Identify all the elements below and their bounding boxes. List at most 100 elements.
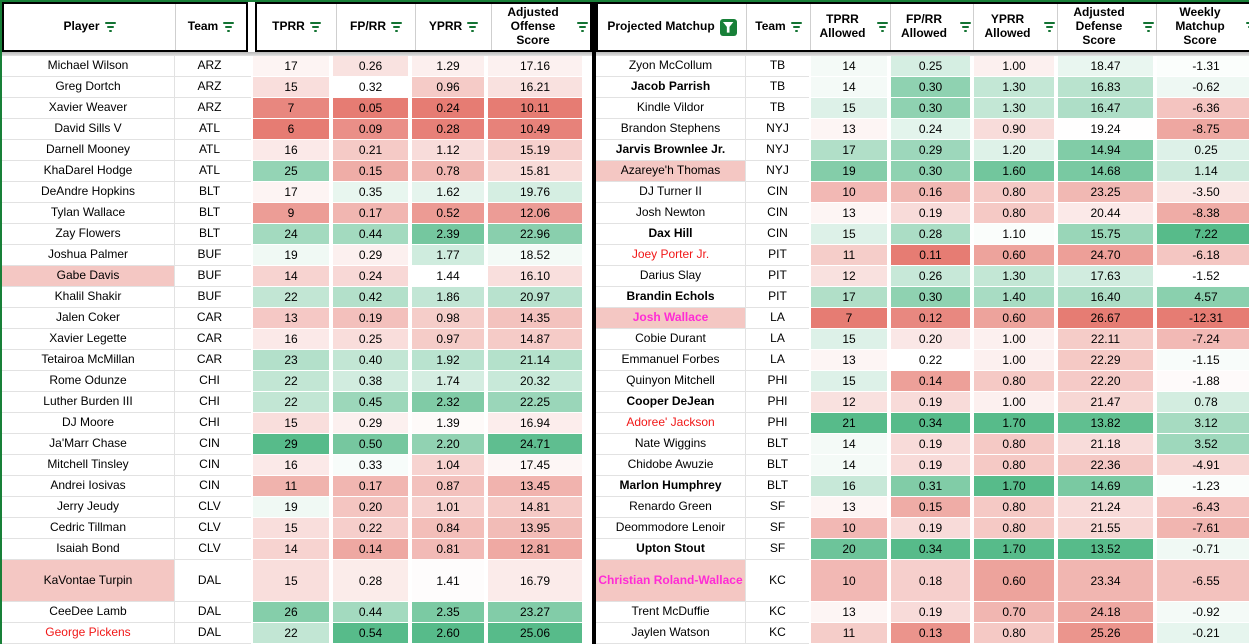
cell-tprr[interactable]: 19 <box>251 245 331 266</box>
cell-fprr[interactable]: 0.19 <box>331 308 410 329</box>
cell-tprr[interactable]: 29 <box>251 434 331 455</box>
cell-def[interactable]: 18.47 <box>1056 56 1155 77</box>
team-cell[interactable]: TB <box>745 98 809 119</box>
cell-yprr[interactable]: 1.04 <box>410 455 486 476</box>
cell-tprr[interactable]: 23 <box>251 350 331 371</box>
cell-tprrA[interactable]: 17 <box>809 287 889 308</box>
cell-off[interactable]: 15.19 <box>486 140 584 161</box>
cell-tprr[interactable]: 14 <box>251 539 331 560</box>
team-cell[interactable]: SF <box>745 497 809 518</box>
team-cell[interactable]: CAR <box>174 308 244 329</box>
player-name-cell[interactable]: Cooper DeJean <box>596 392 745 413</box>
cell-def[interactable]: 22.20 <box>1056 371 1155 392</box>
cell-off[interactable]: 16.10 <box>486 266 584 287</box>
cell-tprrA[interactable]: 21 <box>809 413 889 434</box>
cell-fprr[interactable]: 0.29 <box>331 245 410 266</box>
cell-tprrA[interactable]: 13 <box>809 602 889 623</box>
team-cell[interactable]: ATL <box>174 119 244 140</box>
player-name-cell[interactable]: Joey Porter Jr. <box>596 245 745 266</box>
cell-def[interactable]: 16.83 <box>1056 77 1155 98</box>
header-fprr[interactable]: FP/RR <box>337 4 416 51</box>
player-name-cell[interactable]: Jerry Jeudy <box>2 497 174 518</box>
cell-fprrA[interactable]: 0.12 <box>889 308 972 329</box>
player-name-cell[interactable]: Jarvis Brownlee Jr. <box>596 140 745 161</box>
cell-fprr[interactable]: 0.22 <box>331 518 410 539</box>
cell-def[interactable]: 22.11 <box>1056 329 1155 350</box>
cell-fprr[interactable]: 0.17 <box>331 203 410 224</box>
team-cell[interactable]: LA <box>745 329 809 350</box>
cell-wk[interactable]: 1.14 <box>1155 161 1249 182</box>
cell-wk[interactable]: -0.71 <box>1155 539 1249 560</box>
cell-yprrA[interactable]: 1.20 <box>972 140 1056 161</box>
cell-tprrA[interactable]: 11 <box>809 623 889 644</box>
player-name-cell[interactable]: Azareye'h Thomas <box>596 161 745 182</box>
cell-wk[interactable]: -7.61 <box>1155 518 1249 539</box>
player-name-cell[interactable]: Trent McDuffie <box>596 602 745 623</box>
header-fprrA[interactable]: FP/RR Allowed <box>891 4 974 51</box>
cell-tprr[interactable]: 16 <box>251 329 331 350</box>
player-name-cell[interactable]: David Sills V <box>2 119 174 140</box>
cell-yprr[interactable]: 1.39 <box>410 413 486 434</box>
cell-tprrA[interactable]: 20 <box>809 539 889 560</box>
cell-wk[interactable]: -6.55 <box>1155 560 1249 602</box>
cell-fprr[interactable]: 0.05 <box>331 98 410 119</box>
cell-wk[interactable]: -1.52 <box>1155 266 1249 287</box>
team-cell[interactable]: BLT <box>745 476 809 497</box>
team-cell[interactable]: CAR <box>174 350 244 371</box>
cell-def[interactable]: 14.94 <box>1056 140 1155 161</box>
player-name-cell[interactable]: Brandon Stephens <box>596 119 745 140</box>
player-name-cell[interactable]: Joshua Palmer <box>2 245 174 266</box>
cell-off[interactable]: 16.79 <box>486 560 584 602</box>
team-cell[interactable]: KC <box>745 560 809 602</box>
player-name-cell[interactable]: Greg Dortch <box>2 77 174 98</box>
header-yprrA[interactable]: YPRR Allowed <box>974 4 1058 51</box>
team-cell[interactable]: LA <box>745 350 809 371</box>
filter-active-funnel-icon[interactable] <box>719 18 737 36</box>
cell-wk[interactable]: -8.75 <box>1155 119 1249 140</box>
cell-wk[interactable]: 7.22 <box>1155 224 1249 245</box>
player-name-cell[interactable]: Upton Stout <box>596 539 745 560</box>
cell-off[interactable]: 14.81 <box>486 497 584 518</box>
player-name-cell[interactable]: George Pickens <box>2 623 174 644</box>
cell-yprr[interactable]: 1.77 <box>410 245 486 266</box>
player-name-cell[interactable]: Xavier Legette <box>2 329 174 350</box>
cell-fprrA[interactable]: 0.18 <box>889 560 972 602</box>
cell-tprrA[interactable]: 14 <box>809 434 889 455</box>
cell-yprrA[interactable]: 1.70 <box>972 413 1056 434</box>
cell-off[interactable]: 25.06 <box>486 623 584 644</box>
filter-icon[interactable] <box>309 22 321 33</box>
cell-wk[interactable]: -4.91 <box>1155 455 1249 476</box>
cell-off[interactable]: 22.96 <box>486 224 584 245</box>
cell-tprrA[interactable]: 15 <box>809 371 889 392</box>
player-name-cell[interactable]: DJ Moore <box>2 413 174 434</box>
cell-yprrA[interactable]: 0.80 <box>972 455 1056 476</box>
cell-yprr[interactable]: 1.86 <box>410 287 486 308</box>
cell-def[interactable]: 26.67 <box>1056 308 1155 329</box>
cell-yprr[interactable]: 1.41 <box>410 560 486 602</box>
cell-fprrA[interactable]: 0.25 <box>889 56 972 77</box>
cell-yprrA[interactable]: 1.00 <box>972 329 1056 350</box>
cell-fprr[interactable]: 0.33 <box>331 455 410 476</box>
cell-fprrA[interactable]: 0.19 <box>889 434 972 455</box>
player-name-cell[interactable]: Cedric Tillman <box>2 518 174 539</box>
cell-fprr[interactable]: 0.44 <box>331 224 410 245</box>
cell-def[interactable]: 14.69 <box>1056 476 1155 497</box>
player-name-cell[interactable]: Michael Wilson <box>2 56 174 77</box>
cell-off[interactable]: 10.49 <box>486 119 584 140</box>
cell-tprr[interactable]: 9 <box>251 203 331 224</box>
player-name-cell[interactable]: Isaiah Bond <box>2 539 174 560</box>
cell-tprr[interactable]: 14 <box>251 266 331 287</box>
cell-def[interactable]: 20.44 <box>1056 203 1155 224</box>
team-cell[interactable]: BLT <box>745 455 809 476</box>
cell-def[interactable]: 17.63 <box>1056 266 1155 287</box>
player-name-cell[interactable]: DeAndre Hopkins <box>2 182 174 203</box>
cell-off[interactable]: 24.71 <box>486 434 584 455</box>
cell-fprr[interactable]: 0.24 <box>331 266 410 287</box>
cell-tprr[interactable]: 15 <box>251 77 331 98</box>
cell-def[interactable]: 23.25 <box>1056 182 1155 203</box>
cell-off[interactable]: 10.11 <box>486 98 584 119</box>
cell-tprr[interactable]: 25 <box>251 161 331 182</box>
player-name-cell[interactable]: Gabe Davis <box>2 266 174 287</box>
cell-yprr[interactable]: 2.20 <box>410 434 486 455</box>
cell-off[interactable]: 15.81 <box>486 161 584 182</box>
